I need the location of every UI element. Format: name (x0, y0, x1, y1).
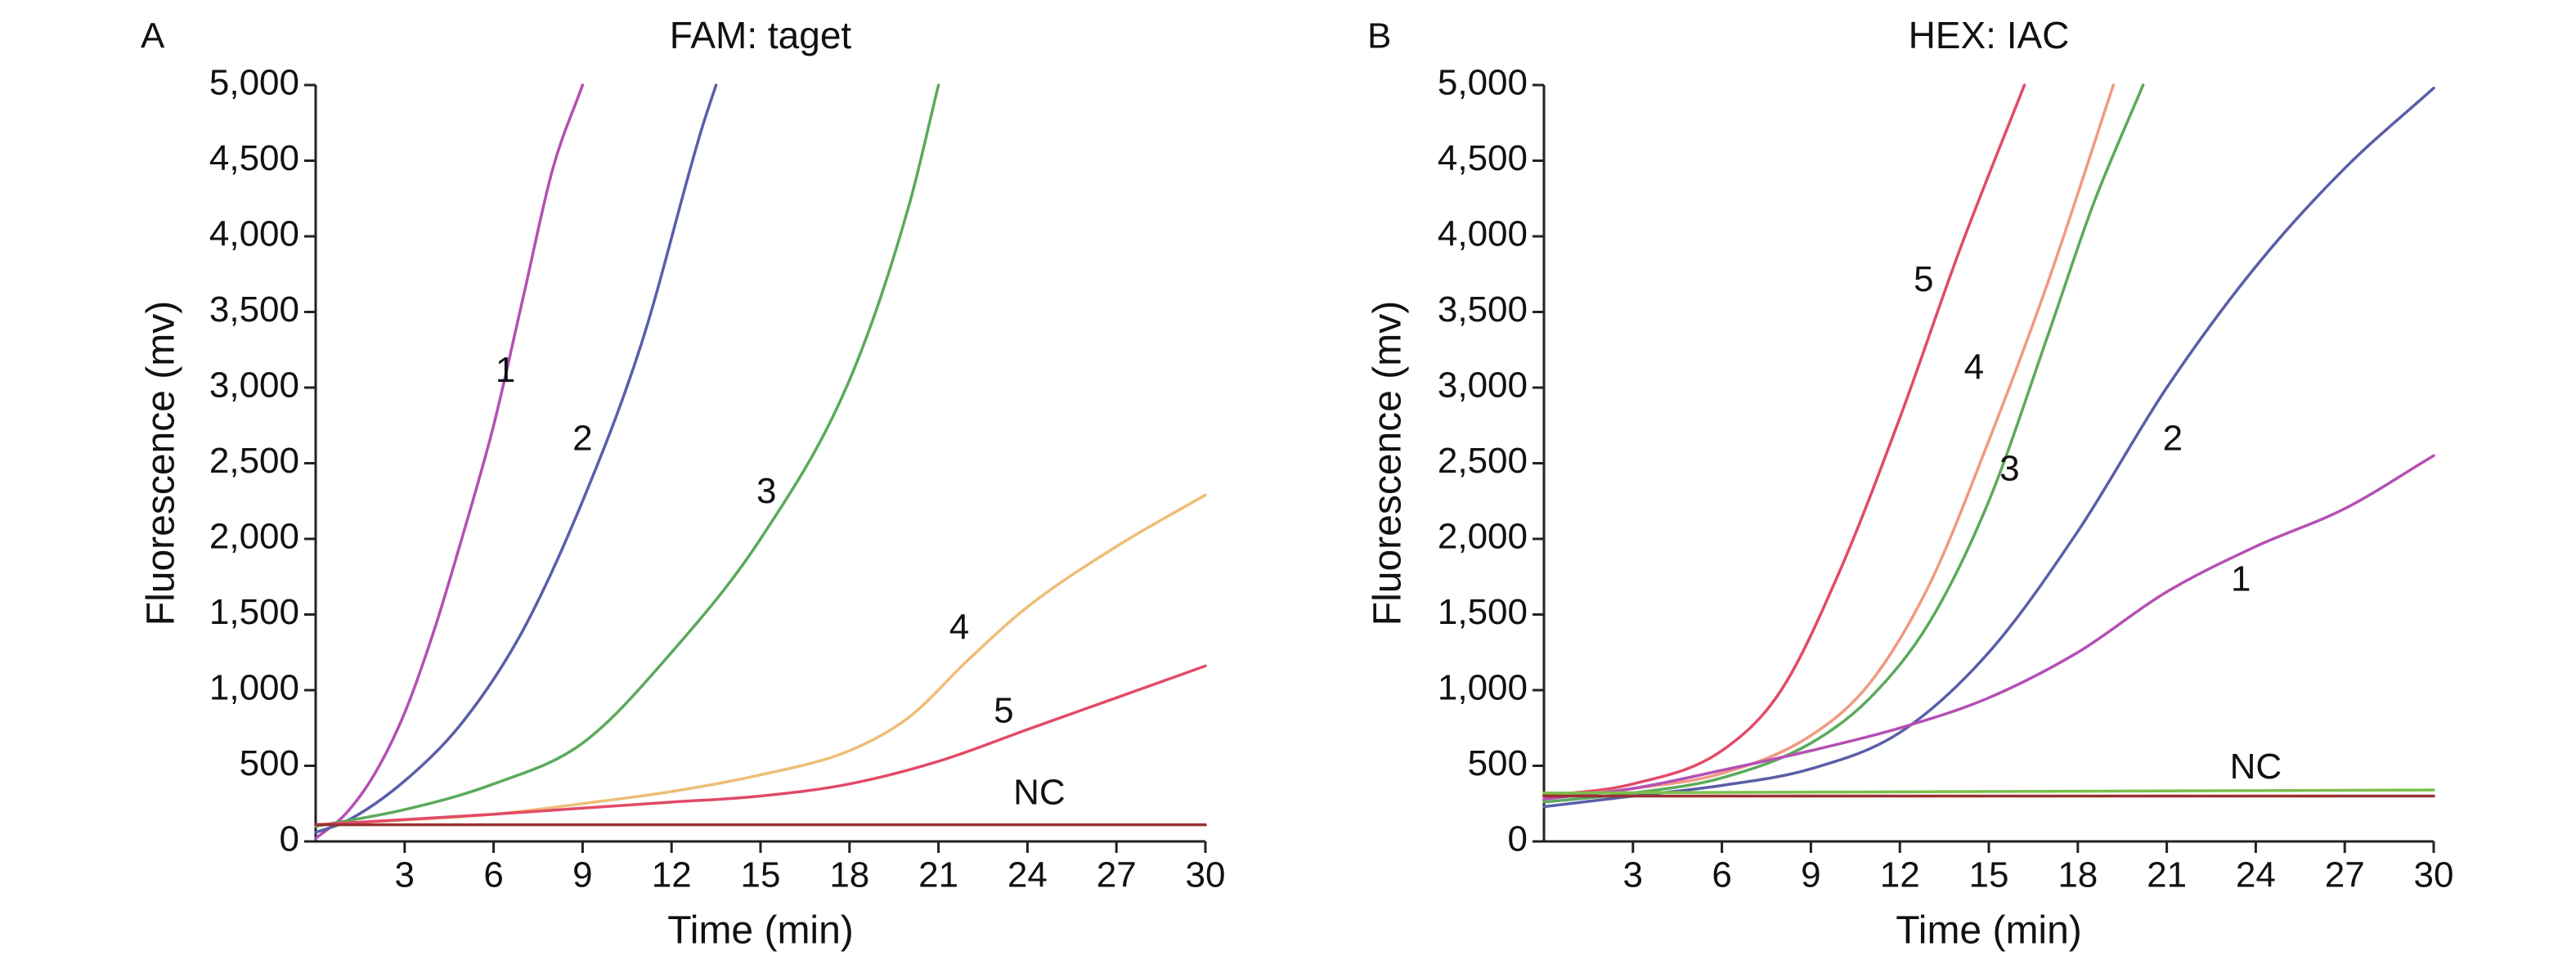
panel-b: B HEX: IAC 0 500 1,000 1,500 2,000 2,500 3,000 3,… (1367, 14, 2454, 953)
panel-a-x-tick-label: 21 (918, 855, 958, 895)
panel-b-letter: B (1367, 16, 1391, 56)
panel-a-y-tick-label: 4,500 (209, 138, 299, 178)
panel-a-series-1-label: 1 (496, 350, 515, 390)
panel-a-series-nc-label: NC (1013, 772, 1066, 812)
panel-a-y-tick-label: 2,500 (209, 441, 299, 481)
panel-b-x-tick-label: 27 (2325, 855, 2365, 895)
panel-b-x-tick-label: 21 (2147, 855, 2187, 895)
panel-b-series-3-label: 3 (1999, 448, 2019, 488)
panel-a-series-5-line (314, 664, 1207, 827)
panel-a-x-tick-label: 24 (1008, 855, 1048, 895)
panel-b-series-2-line (1542, 86, 2435, 809)
panel-b-x-tick-label: 9 (1801, 855, 1820, 895)
panel-a-y-tick-label: 1,500 (209, 592, 299, 632)
panel-b-y-tick-label: 0 (1508, 819, 1528, 859)
panel-b-y-tick-label: 500 (1468, 743, 1528, 783)
panel-a-x-tick-label: 15 (741, 855, 781, 895)
panel-b-x-tick-label: 3 (1623, 855, 1643, 895)
panel-b-series-3-line (1542, 83, 2145, 804)
panel-b-title: HEX: IAC (1909, 14, 2070, 56)
panel-b-series-nc-label: NC (2230, 747, 2282, 787)
panel-b-y-tick-label: 1,500 (1438, 592, 1528, 632)
panel-a-letter: A (141, 16, 165, 56)
panel-b-x-tick-label: 6 (1712, 855, 1731, 895)
panel-b-x-tick-label: 24 (2236, 855, 2276, 895)
panel-b-series-1-label: 1 (2231, 559, 2251, 599)
panel-a-series-3-line (314, 83, 940, 828)
panel-b-series-4-line (1542, 83, 2116, 800)
panel-b-series-5-line (1542, 83, 2026, 798)
panel-b-y-tick-label: 3,000 (1438, 366, 1528, 406)
panel-b-x-tick-label: 18 (2058, 855, 2098, 895)
panel-a-y-tick-label: 3,500 (209, 289, 299, 330)
panel-b-series-4-label: 4 (1964, 347, 1984, 387)
panel-b-y-tick-label: 1,000 (1438, 668, 1528, 708)
panel-a-y-tick-label: 1,000 (209, 668, 299, 708)
panel-b-y-tick-label: 3,500 (1438, 289, 1528, 330)
panel-b-y-tick-label: 4,500 (1438, 138, 1528, 178)
panel-a: A FAM: taget 0 500 1,000 1,500 2,000 2,500 3,000… (140, 14, 1226, 953)
panel-a-series-4-line (314, 493, 1207, 827)
panel-b-x-tick-label: 15 (1969, 855, 2009, 895)
panel-a-y-axis-label: Fluorescence (mv) (140, 301, 183, 626)
panel-b-x-tick-label: 30 (2414, 855, 2454, 895)
panel-b-series-1-line (1542, 454, 2435, 801)
panel-a-x-tick-label: 3 (395, 855, 415, 895)
panel-b-y-tick-label: 5,000 (1438, 63, 1528, 103)
panel-a-x-tick-label: 6 (483, 855, 503, 895)
panel-a-x-tick-label: 12 (652, 855, 692, 895)
panel-a-title: FAM: taget (670, 14, 852, 56)
panel-b-series-5-label: 5 (1914, 259, 1933, 299)
panel-a-y-tick-label: 4,000 (209, 214, 299, 254)
panel-a-x-tick-label: 18 (829, 855, 869, 895)
panel-a-y-tick-label: 2,000 (209, 517, 299, 557)
panel-a-x-axis-label: Time (min) (667, 909, 854, 953)
panel-a-series-3-label: 3 (756, 471, 776, 511)
panel-b-x-tick-label: 12 (1880, 855, 1920, 895)
panel-a-series-5-label: 5 (994, 690, 1013, 730)
panel-a-series-4-label: 4 (949, 608, 969, 648)
panel-b-x-axis-label: Time (min) (1896, 909, 2082, 953)
panel-a-series-2-label: 2 (572, 418, 592, 458)
panel-a-y-tick-label: 5,000 (209, 63, 299, 103)
panel-b-series-nc-line (1542, 788, 2435, 795)
panel-a-y-tick-label: 500 (240, 743, 299, 783)
panel-a-series-2-line (314, 83, 718, 834)
panel-a-y-tick-label: 0 (280, 819, 299, 859)
panel-b-y-axis-label: Fluorescence (mv) (1367, 301, 1410, 626)
panel-a-y-tick-label: 3,000 (209, 366, 299, 406)
panel-b-y-tick-label: 4,000 (1438, 214, 1528, 254)
panel-a-x-tick-label: 27 (1097, 855, 1137, 895)
panel-a-x-tick-label: 30 (1186, 855, 1226, 895)
panel-b-y-tick-label: 2,500 (1438, 441, 1528, 481)
panel-a-x-tick-label: 9 (572, 855, 592, 895)
panel-b-series-2-label: 2 (2163, 418, 2183, 458)
panel-b-y-tick-label: 2,000 (1438, 517, 1528, 557)
panel-a-series-1-line (314, 83, 585, 841)
